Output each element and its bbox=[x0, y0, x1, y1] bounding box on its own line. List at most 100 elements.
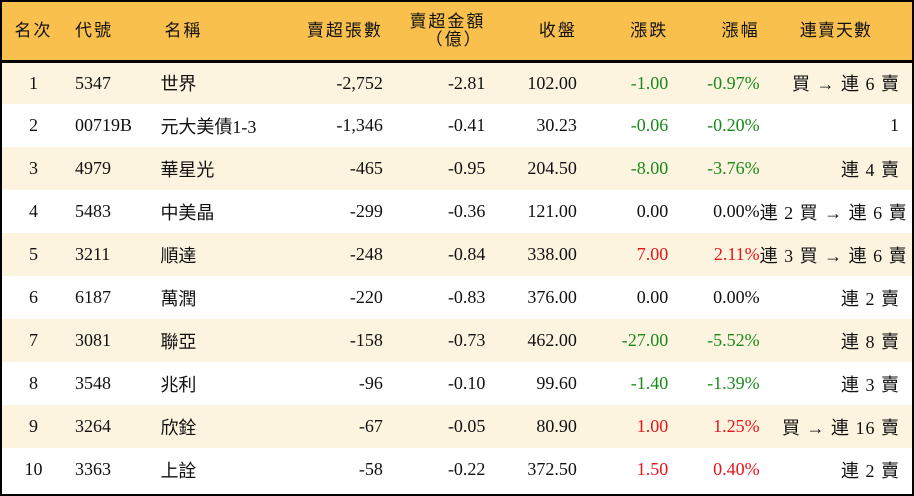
name-cell: 順達 bbox=[160, 245, 197, 266]
change-cell: -1.40 bbox=[630, 373, 669, 393]
change-pct-cell: -0.97% bbox=[707, 72, 760, 93]
code-cell: 00719B bbox=[74, 115, 132, 135]
oversold-volume-cell: -96 bbox=[358, 373, 383, 393]
rank-cell: 3 bbox=[28, 158, 38, 178]
oversold-amount-cell: -0.83 bbox=[447, 287, 486, 307]
close-cell: 204.50 bbox=[527, 158, 577, 178]
name-cell: 聯亞 bbox=[160, 331, 197, 352]
streak-cell: 連 2 賣 bbox=[841, 288, 900, 309]
oversold-amount-cell: -0.41 bbox=[447, 115, 486, 135]
code-cell: 6187 bbox=[74, 287, 111, 307]
code-cell: 3264 bbox=[74, 416, 111, 436]
rank-cell: 7 bbox=[28, 330, 38, 350]
name-cell: 世界 bbox=[160, 74, 197, 95]
header-row: 名次 代號 名稱 賣超張數 賣超金額 （億） 收盤 漲跌 漲幅 連賣天數 bbox=[2, 2, 912, 63]
oversold-amount-cell: -0.36 bbox=[447, 201, 486, 221]
rank-cell: 10 bbox=[24, 459, 43, 479]
table-row: 8 3548 兆利 -96 -0.10 99.60 -1.40 -1.39% 連 3 賣 bbox=[2, 362, 912, 405]
oversold-volume-cell: -2,752 bbox=[336, 72, 383, 93]
change-pct-cell: 0.00% bbox=[713, 287, 760, 307]
rank-cell: 1 bbox=[28, 72, 38, 93]
change-cell: 0.00 bbox=[636, 287, 669, 307]
table-row: 4 5483 中美晶 -299 -0.36 121.00 0.00 0.00% 連 2 買 → … bbox=[2, 190, 912, 233]
oversold-amount-cell: -0.95 bbox=[447, 158, 486, 178]
header-code: 代號 bbox=[64, 2, 161, 63]
oversold-amount-cell: -0.10 bbox=[447, 373, 486, 393]
change-cell: 7.00 bbox=[636, 244, 669, 264]
oversold-volume-cell: -465 bbox=[349, 158, 383, 178]
code-cell: 3548 bbox=[74, 373, 111, 393]
change-pct-cell: 0.00% bbox=[713, 201, 760, 221]
header-oversold-amount-label: 賣超金額 bbox=[409, 11, 486, 31]
oversold-volume-cell: -58 bbox=[358, 459, 383, 479]
oversold-volume-cell: -299 bbox=[349, 201, 383, 221]
oversold-volume-cell: -67 bbox=[358, 416, 383, 436]
table-row: 10 3363 上詮 -58 -0.22 372.50 1.50 0.40% 連 2 賣 bbox=[2, 448, 912, 491]
rank-cell: 9 bbox=[28, 416, 38, 436]
table-header: 名次 代號 名稱 賣超張數 賣超金額 （億） 收盤 漲跌 漲幅 連賣天數 bbox=[2, 2, 912, 63]
close-cell: 30.23 bbox=[536, 115, 577, 135]
name-cell: 上詮 bbox=[160, 460, 197, 481]
streak-cell: 連 2 賣 bbox=[841, 460, 900, 481]
oversold-amount-cell: -0.84 bbox=[447, 244, 486, 264]
name-cell: 元大美債1-3 bbox=[160, 116, 257, 137]
table-row: 1 5347 世界 -2,752 -2.81 102.00 -1.00 -0.97% 買 → 連… bbox=[2, 61, 912, 104]
header-oversold-volume: 賣超張數 bbox=[296, 2, 383, 63]
header-name: 名稱 bbox=[160, 2, 297, 63]
header-oversold-amount: 賣超金額 （億） bbox=[382, 2, 486, 63]
close-cell: 121.00 bbox=[527, 201, 577, 221]
streak-cell: 連 3 賣 bbox=[841, 374, 900, 395]
header-change-pct: 漲幅 bbox=[668, 2, 760, 63]
streak-cell: 買 → 連 6 賣 bbox=[792, 74, 900, 95]
header-rank: 名次 bbox=[2, 2, 65, 63]
oversold-volume-cell: -1,346 bbox=[336, 115, 383, 135]
change-cell: 1.00 bbox=[636, 416, 669, 436]
change-pct-cell: -3.76% bbox=[707, 158, 760, 178]
close-cell: 80.90 bbox=[536, 416, 577, 436]
streak-cell: 買 → 連 16 賣 bbox=[782, 417, 900, 438]
rank-cell: 2 bbox=[28, 115, 38, 135]
close-cell: 102.00 bbox=[527, 72, 577, 93]
table-row: 2 00719B 元大美債1-3 -1,346 -0.41 30.23 -0.06 -0.20… bbox=[2, 104, 912, 147]
code-cell: 5483 bbox=[74, 201, 111, 221]
close-cell: 376.00 bbox=[527, 287, 577, 307]
header-oversold-amount-unit: （億） bbox=[425, 29, 483, 49]
change-cell: 0.00 bbox=[636, 201, 669, 221]
rank-cell: 4 bbox=[28, 201, 38, 221]
close-cell: 338.00 bbox=[527, 244, 577, 264]
name-cell: 欣銓 bbox=[160, 417, 197, 438]
close-cell: 372.50 bbox=[527, 459, 577, 479]
code-cell: 3363 bbox=[74, 459, 111, 479]
oversold-amount-cell: -2.81 bbox=[447, 72, 486, 93]
code-cell: 4979 bbox=[74, 158, 111, 178]
name-cell: 萬潤 bbox=[160, 288, 197, 309]
code-cell: 5347 bbox=[74, 72, 111, 93]
code-cell: 3081 bbox=[74, 330, 111, 350]
change-pct-cell: 1.25% bbox=[713, 416, 760, 436]
name-cell: 華星光 bbox=[160, 159, 215, 180]
table-row: 7 3081 聯亞 -158 -0.73 462.00 -27.00 -5.52% 連 8 賣 bbox=[2, 319, 912, 362]
oversold-volume-cell: -248 bbox=[349, 244, 383, 264]
change-cell: -27.00 bbox=[621, 330, 669, 350]
streak-cell: 1 bbox=[890, 115, 900, 135]
table-row: 6 6187 萬潤 -220 -0.83 376.00 0.00 0.00% 連 2 賣 bbox=[2, 276, 912, 319]
change-cell: -1.00 bbox=[630, 72, 669, 93]
header-streak: 連賣天數 bbox=[759, 2, 912, 63]
table-body: 1 5347 世界 -2,752 -2.81 102.00 -1.00 -0.97% 買 → 連… bbox=[2, 61, 912, 491]
change-pct-cell: -0.20% bbox=[707, 115, 760, 135]
change-pct-cell: 2.11% bbox=[713, 244, 760, 264]
rank-cell: 5 bbox=[28, 244, 38, 264]
oversold-volume-cell: -220 bbox=[349, 287, 383, 307]
close-cell: 99.60 bbox=[536, 373, 577, 393]
oversold-amount-cell: -0.73 bbox=[447, 330, 486, 350]
change-pct-cell: -5.52% bbox=[707, 330, 760, 350]
header-change: 漲跌 bbox=[576, 2, 669, 63]
close-cell: 462.00 bbox=[527, 330, 577, 350]
name-cell: 中美晶 bbox=[160, 202, 215, 223]
change-cell: -0.06 bbox=[630, 115, 669, 135]
code-cell: 3211 bbox=[74, 244, 111, 264]
oversold-amount-cell: -0.05 bbox=[447, 416, 486, 436]
rank-cell: 6 bbox=[28, 287, 38, 307]
oversold-amount-cell: -0.22 bbox=[447, 459, 486, 479]
